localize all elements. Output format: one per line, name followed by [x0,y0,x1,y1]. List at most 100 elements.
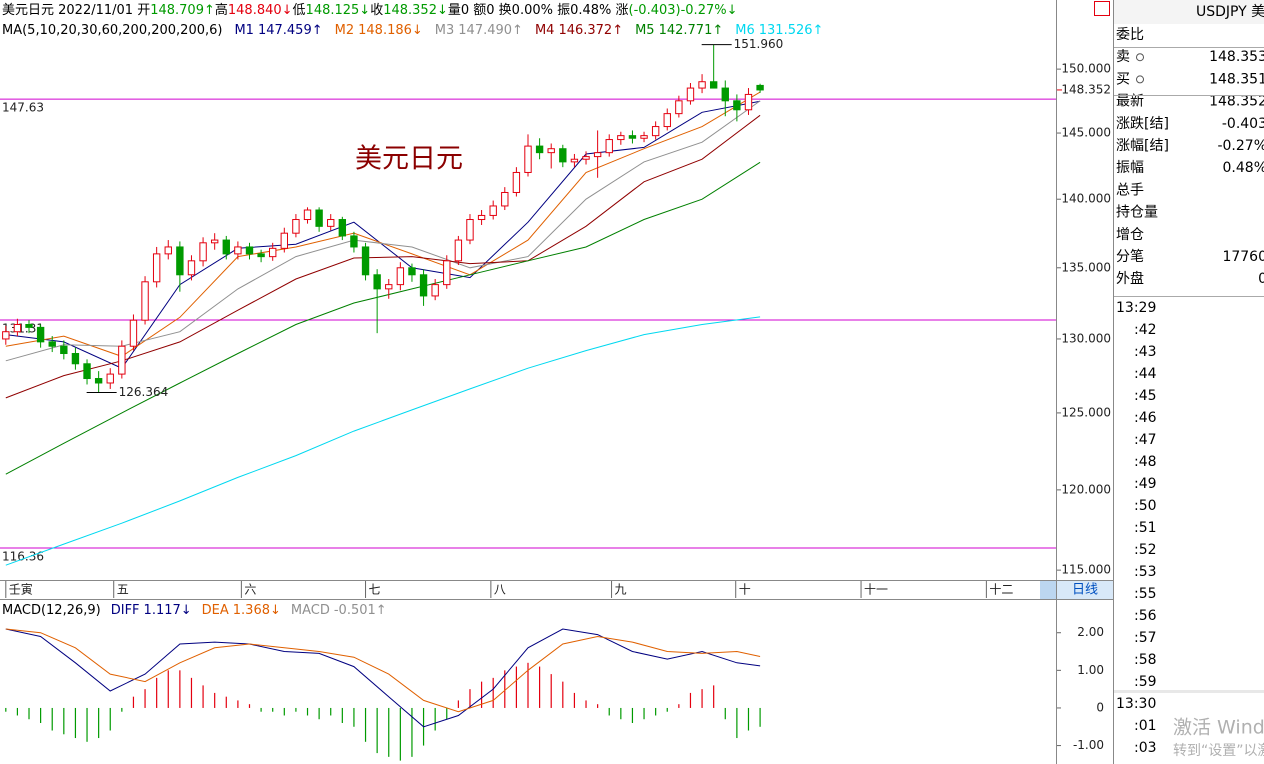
candle-body [709,81,718,89]
candle-body [269,247,277,258]
legend-value: 146.372↑ [558,23,623,38]
scroll-button[interactable] [1040,581,1056,599]
candle-body [187,260,196,276]
legend-name: MACD [291,603,330,618]
candle-body [686,87,695,102]
candle-body [361,246,370,276]
candle-body [245,246,254,255]
trade-time: 13:29 [1116,300,1156,316]
trade-time: :57 [1134,630,1157,646]
legend-name: M3 [435,23,455,38]
time-separator [1114,690,1264,693]
horizontal-line-label: 147.63 [2,101,44,115]
candle-body [733,100,741,111]
candle-body [408,267,416,276]
legend-name: M4 [535,23,555,38]
legend-name: M2 [335,23,355,38]
quote-value: 0 [1258,271,1264,287]
legend-value: 131.526↑ [759,23,824,38]
header-segment: 148.352↓ [383,3,448,18]
period-button[interactable] [1057,581,1113,599]
candle-body [396,267,405,286]
legend-value: 148.186↓ [358,23,423,38]
horizontal-line-label: 116.36 [2,549,44,563]
candle-body [141,281,149,321]
quote-label: 外盘 [1116,270,1144,287]
legend-value: 142.771↑ [659,23,724,38]
candle-body [617,135,625,141]
quote-value: -0.27% [1217,138,1264,154]
candle-body [199,242,207,262]
trade-time: :53 [1134,564,1157,580]
quote-value: 148.351 [1209,71,1264,87]
candle-body [210,239,219,244]
trade-time: :42 [1134,322,1157,338]
quote-label: 涨跌[结] [1116,116,1169,132]
quote-label: 委比 [1116,27,1144,43]
candle-body [582,156,590,160]
trade-time: :49 [1134,476,1157,492]
candle-body [605,139,613,154]
header-segment: 148.840↓ [228,3,293,18]
header-segment: (-0.403)-0.27%↓ [629,3,738,18]
header-segment: 148.125↓ [306,3,371,18]
legend-value: 147.490↑ [458,23,523,38]
quote-panel: 委比卖 148.353 买 148.351 最新 148.352 涨跌[结] -0.403 涨幅… [1114,27,1264,759]
trade-time: :48 [1134,454,1157,470]
candle-body [663,113,671,128]
candle-body [744,93,753,111]
candle-body [443,260,451,286]
os-watermark: 转到“设置”以激活 Windows。 [1173,742,1264,759]
header-segment: 低 [293,3,306,18]
candle-body [651,126,660,137]
quote-icon [1136,53,1144,62]
candle-body [176,246,184,276]
moving-average [5,100,761,369]
trade-time: 13:30 [1116,696,1156,712]
quote-label: 卖 [1116,49,1130,65]
legend-value: 1.117↓ [144,603,192,618]
candle-body [327,219,335,227]
candle-body [466,219,474,241]
candle-body [570,158,579,163]
candle-body [373,274,381,290]
moving-average [5,316,761,566]
trade-time: :56 [1134,608,1157,624]
y-tick-label: 140.000 [1061,192,1111,206]
x-tick-label: 八 [494,583,506,597]
x-tick-label: 十 [739,583,751,597]
quote-value: -0.403 [1222,116,1264,132]
candle-body [2,331,10,340]
header-segment: 148.709↑ [150,3,215,18]
candle-body [83,363,91,380]
quote-icon [1136,75,1144,84]
period-label[interactable]: 日线 [1072,583,1098,598]
quote-label: 涨幅[结] [1116,138,1169,154]
candle-body [756,84,764,91]
candle-body [628,135,637,139]
candle-body [164,246,172,255]
trade-time: :59 [1134,674,1157,690]
candle-body [385,284,393,290]
menu-icon[interactable] [1094,1,1110,16]
y-tick-label: 0 [1096,700,1104,714]
legend-name: M1 [234,23,254,38]
candle-body [640,135,648,139]
legend-name: DIFF [111,603,140,618]
candle-body [454,239,463,262]
trade-time: :51 [1134,520,1157,536]
candle-body [419,274,428,297]
trade-time: :03 [1134,740,1157,756]
candle-body [698,81,706,89]
os-watermark: 激活 Windows [1173,717,1264,739]
legend-name: DEA [202,603,229,618]
trade-time: :01 [1134,718,1157,734]
quote-label: 最新 [1116,94,1144,110]
trade-time: :45 [1134,388,1157,404]
trade-time: :47 [1134,432,1157,448]
candle-body [535,145,544,154]
ma-legend: MA(5,10,20,30,60,200,200,200,6) M1 147.459… [2,23,823,38]
annotation-label: 126.364 [119,385,169,399]
candle-body [338,219,347,237]
x-tick-label: 十一 [864,583,888,597]
